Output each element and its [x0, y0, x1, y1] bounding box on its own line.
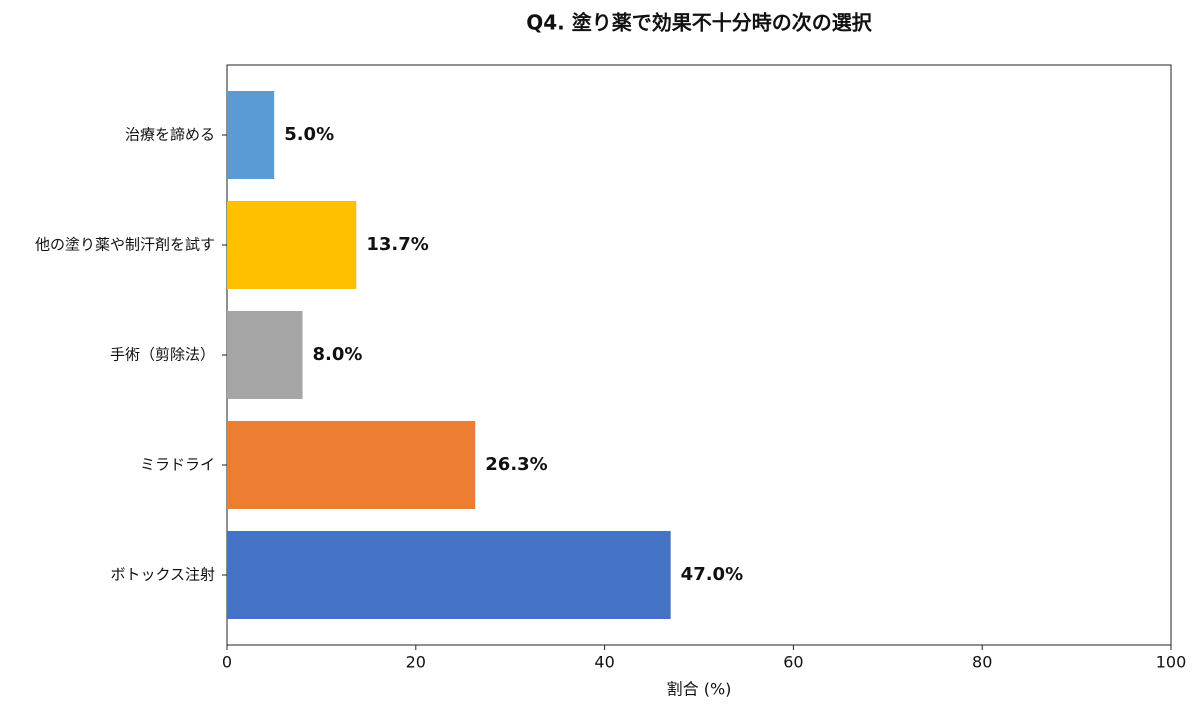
x-tick-label: 60 [783, 653, 803, 672]
x-tick-label: 20 [406, 653, 426, 672]
x-axis-label: 割合 (%) [667, 680, 732, 699]
value-label: 5.0% [284, 124, 334, 145]
value-label: 47.0% [681, 564, 743, 585]
y-tick-label: 他の塗り薬や制汗剤を試す [35, 236, 215, 254]
x-tick-label: 100 [1156, 653, 1187, 672]
bar [227, 201, 357, 289]
bar [227, 531, 671, 619]
x-tick-label: 80 [972, 653, 992, 672]
y-tick-label: ミラドライ [140, 456, 215, 474]
bar [227, 91, 275, 179]
y-tick-label: 治療を諦める [125, 126, 215, 144]
bar [227, 311, 303, 399]
value-label: 26.3% [485, 454, 547, 475]
chart-title: Q4. 塗り薬で効果不十分時の次の選択 [526, 11, 872, 35]
x-tick-label: 40 [594, 653, 614, 672]
value-label: 13.7% [366, 234, 428, 255]
y-tick-label: ボトックス注射 [110, 566, 215, 584]
value-label: 8.0% [313, 344, 363, 365]
bar [227, 421, 476, 509]
y-tick-label: 手術（剪除法） [110, 346, 215, 364]
x-tick-label: 0 [222, 653, 232, 672]
